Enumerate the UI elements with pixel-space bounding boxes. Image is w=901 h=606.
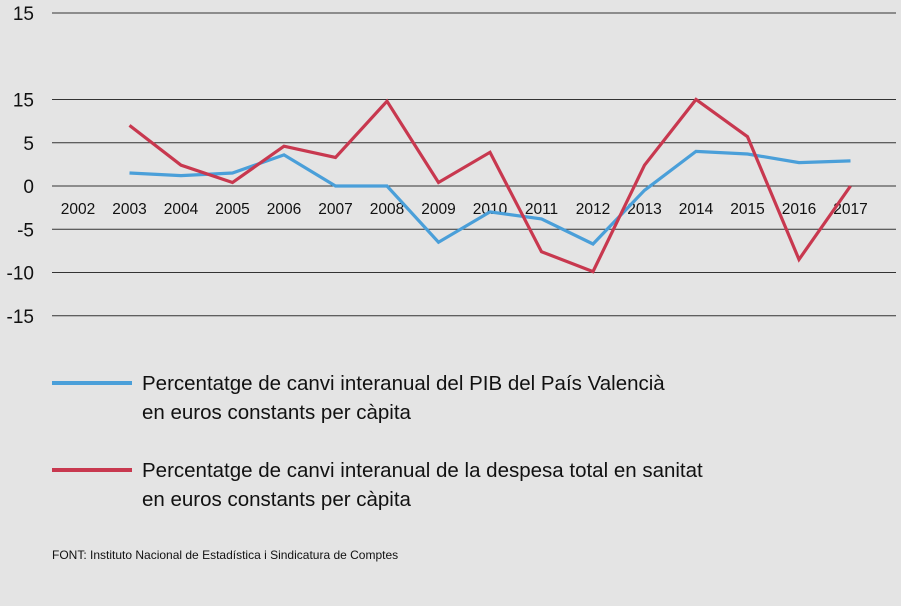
legend-label-sanitat-line2: en euros constants per càpita: [142, 488, 411, 511]
legend-label-pib-line1: Percentatge de canvi interanual del PIB …: [142, 372, 665, 395]
x-tick-label: 2014: [679, 201, 714, 218]
legend-item-pib: Percentatge de canvi interanual del PIB …: [52, 369, 665, 427]
y-tick-label: -10: [7, 264, 34, 285]
x-tick-label: 2006: [267, 201, 301, 218]
x-tick-label: 2012: [576, 201, 610, 218]
series-line-sanitat: [128, 97, 852, 274]
x-tick-label: 2017: [833, 201, 867, 218]
x-tick-label: 2004: [164, 201, 199, 218]
y-tick-label: 15: [13, 91, 34, 112]
y-tick-label: 15: [13, 4, 34, 25]
legend-label-pib-line2: en euros constants per càpita: [142, 401, 411, 424]
series-line-pib: [129, 149, 851, 246]
legend-swatch-pib: [52, 381, 132, 385]
x-tick-label: 2013: [627, 201, 661, 218]
x-tick-label: 2015: [730, 201, 764, 218]
legend-label-sanitat: Percentatge de canvi interanual de la de…: [142, 456, 703, 514]
y-tick-label: 5: [23, 134, 34, 155]
x-tick-label: 2009: [421, 201, 455, 218]
x-tick-label: 2002: [61, 201, 95, 218]
legend-label-pib: Percentatge de canvi interanual del PIB …: [142, 369, 665, 427]
legend-swatch-sanitat: [52, 468, 132, 472]
source-note: FONT: Instituto Nacional de Estadística …: [52, 548, 399, 562]
series: [128, 97, 852, 274]
grid: [52, 12, 896, 317]
x-tick-label: 2010: [473, 201, 508, 218]
legend-label-sanitat-line1: Percentatge de canvi interanual de la de…: [142, 459, 703, 482]
y-tick-label: -15: [7, 307, 34, 328]
legend-item-sanitat: Percentatge de canvi interanual de la de…: [52, 456, 703, 514]
x-tick-label: 2005: [215, 201, 249, 218]
x-tick-label: 2007: [318, 201, 352, 218]
y-tick-label: -5: [17, 220, 34, 241]
y-tick-label: 0: [23, 177, 34, 198]
x-tick-label: 2008: [370, 201, 404, 218]
x-tick-label: 2016: [782, 201, 816, 218]
x-axis: 2002 2003 2004 2005 2006 2007 2008 2009 2010 2011…: [61, 201, 868, 218]
x-tick-label: 2011: [525, 201, 558, 218]
x-tick-label: 2003: [112, 201, 146, 218]
y-axis: 15 15 5 0 -5 -10 -15: [7, 4, 34, 328]
